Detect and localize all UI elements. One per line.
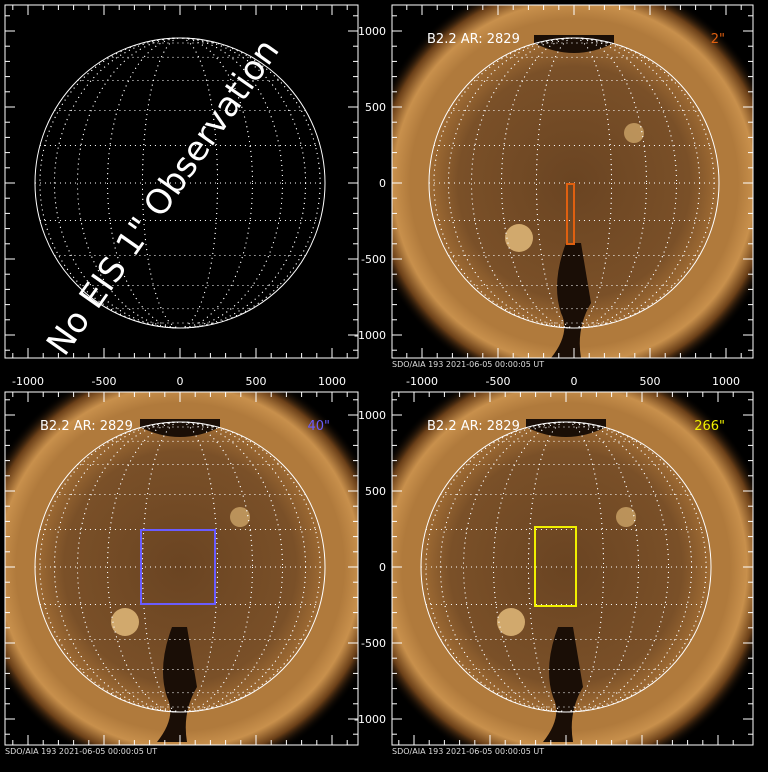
panel-label: B2.2 AR: 2829	[427, 32, 520, 47]
panel-4: 1000 500 0 -500 -1000 B2.2 AR: 2829 266" SDO/AI…	[354, 391, 754, 756]
eis-raster-box[interactable]	[566, 183, 575, 245]
active-region-bright	[624, 123, 644, 143]
x-tick-label: 0	[571, 375, 578, 388]
x-tick-label: 1000	[712, 375, 740, 388]
limb-circle	[420, 421, 712, 713]
panel-image	[392, 392, 753, 745]
x-tick-label: 0	[177, 375, 184, 388]
y-tick-label: 500	[365, 485, 386, 498]
plot-frame	[4, 4, 359, 359]
heliographic-grid	[35, 37, 325, 329]
coronal-hole	[543, 627, 583, 742]
limb-circle	[428, 37, 720, 329]
eis-raster-box[interactable]	[140, 529, 216, 605]
plot-frame	[391, 4, 754, 359]
active-region-bright	[616, 507, 636, 527]
image-caption: SDO/AIA 193 2021-06-05 00:00:05 UT	[5, 747, 157, 756]
y-tick-label: -500	[361, 637, 386, 650]
y-tick-label: -1000	[354, 713, 386, 726]
panel-2: -1000 -500 0 500 1000 1000 500 0 -500 -1000 B2.2 A…	[354, 4, 754, 388]
y-tick-label: 1000	[358, 25, 386, 38]
x-tick-label: 500	[246, 375, 267, 388]
plot-frame	[391, 391, 754, 746]
active-region-bright	[230, 507, 250, 527]
y-tick-label: 0	[379, 561, 386, 574]
image-caption: SDO/AIA 193 2021-06-05 00:00:05 UT	[392, 747, 544, 756]
y-tick-label: 1000	[358, 409, 386, 422]
y-tick-label: 500	[365, 101, 386, 114]
image-caption: SDO/AIA 193 2021-06-05 00:00:05 UT	[392, 360, 544, 369]
panel-image	[5, 392, 358, 745]
longitude-line	[141, 421, 219, 713]
panel-label: B2.2 AR: 2829	[40, 419, 133, 434]
x-tick-label: -1000	[12, 375, 44, 388]
coronal-hole	[157, 627, 197, 742]
limb-circle	[34, 37, 326, 329]
panel-image	[34, 37, 326, 329]
longitude-line	[141, 37, 219, 329]
x-tick-label: -1000	[406, 375, 438, 388]
x-tick-label: 1000	[318, 375, 346, 388]
eis-raster-box[interactable]	[534, 526, 577, 607]
active-region-bright	[497, 608, 525, 636]
y-tick-label: -500	[361, 253, 386, 266]
cadence-label: 40"	[307, 419, 330, 434]
panel-image	[392, 5, 753, 358]
x-tick-label: -500	[486, 375, 511, 388]
coronal-hole	[551, 243, 591, 358]
y-tick-label: -1000	[354, 329, 386, 342]
panel-3: B2.2 AR: 2829 40" SDO/AIA 193 2021-06-05 0…	[4, 391, 359, 756]
cadence-label: 266"	[694, 419, 725, 434]
cadence-label: 2"	[711, 32, 725, 47]
x-tick-label: 500	[640, 375, 661, 388]
plot-frame	[4, 391, 359, 746]
x-tick-label: -500	[92, 375, 117, 388]
y-tick-label: 0	[379, 177, 386, 190]
active-region-bright	[111, 608, 139, 636]
limb-circle	[34, 421, 326, 713]
active-region-bright	[505, 224, 533, 252]
panel-label: B2.2 AR: 2829	[427, 419, 520, 434]
